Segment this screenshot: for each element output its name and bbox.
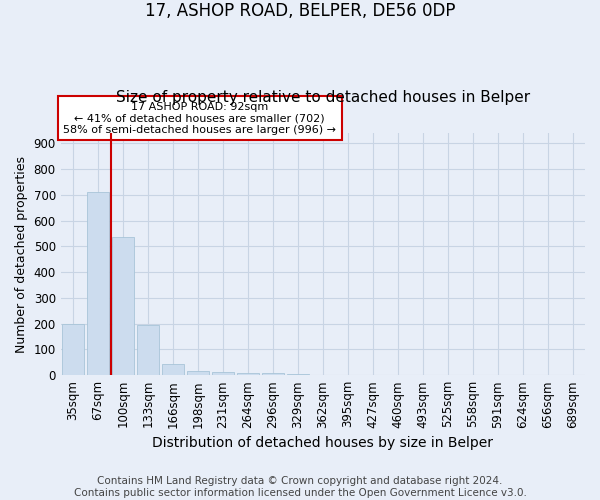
Bar — [212, 372, 234, 375]
Bar — [287, 374, 309, 375]
X-axis label: Distribution of detached houses by size in Belper: Distribution of detached houses by size … — [152, 436, 493, 450]
Bar — [162, 364, 184, 375]
Bar — [262, 373, 284, 375]
Bar — [187, 371, 209, 375]
Text: 17, ASHOP ROAD, BELPER, DE56 0DP: 17, ASHOP ROAD, BELPER, DE56 0DP — [145, 2, 455, 21]
Text: Contains HM Land Registry data © Crown copyright and database right 2024.
Contai: Contains HM Land Registry data © Crown c… — [74, 476, 526, 498]
Bar — [112, 238, 134, 375]
Title: Size of property relative to detached houses in Belper: Size of property relative to detached ho… — [116, 90, 530, 106]
Text: 17 ASHOP ROAD: 92sqm
← 41% of detached houses are smaller (702)
58% of semi-deta: 17 ASHOP ROAD: 92sqm ← 41% of detached h… — [63, 102, 336, 135]
Bar — [62, 324, 85, 375]
Bar — [137, 326, 159, 375]
Bar — [236, 372, 259, 375]
Bar — [87, 192, 109, 375]
Y-axis label: Number of detached properties: Number of detached properties — [15, 156, 28, 352]
